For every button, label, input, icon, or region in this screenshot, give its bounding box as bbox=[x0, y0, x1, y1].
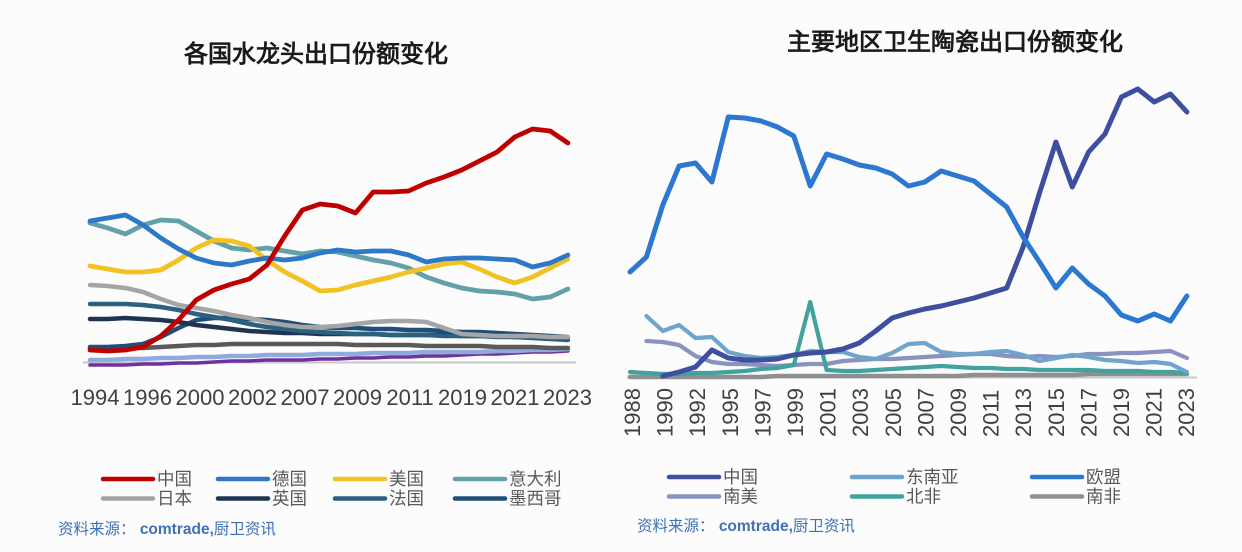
svg-text:中国: 中国 bbox=[157, 469, 192, 489]
svg-text:2000: 2000 bbox=[176, 385, 225, 410]
svg-text:南非: 南非 bbox=[1086, 487, 1121, 507]
svg-text:2011: 2011 bbox=[979, 390, 1004, 437]
svg-text:1988: 1988 bbox=[620, 388, 645, 437]
svg-text:南美: 南美 bbox=[723, 487, 758, 507]
svg-text:2002: 2002 bbox=[228, 385, 277, 410]
svg-text:1996: 1996 bbox=[123, 385, 172, 410]
svg-text:日本: 日本 bbox=[157, 489, 192, 509]
svg-text:2013: 2013 bbox=[1011, 388, 1036, 437]
svg-text:2009: 2009 bbox=[946, 388, 971, 437]
svg-text:法国: 法国 bbox=[389, 489, 424, 509]
svg-text:1995: 1995 bbox=[718, 388, 743, 437]
svg-text:资料来源： comtrade,厨卫资讯: 资料来源： comtrade,厨卫资讯 bbox=[58, 520, 276, 538]
svg-text:墨西哥: 墨西哥 bbox=[509, 489, 562, 509]
svg-text:1994: 1994 bbox=[71, 385, 120, 410]
svg-text:2001: 2001 bbox=[816, 388, 841, 437]
svg-text:2019: 2019 bbox=[1109, 388, 1134, 437]
svg-text:2007: 2007 bbox=[281, 385, 330, 410]
svg-text:意大利: 意大利 bbox=[509, 469, 562, 489]
svg-text:2021: 2021 bbox=[1142, 388, 1167, 437]
svg-text:1990: 1990 bbox=[653, 388, 678, 437]
svg-text:2019: 2019 bbox=[438, 385, 487, 410]
svg-text:资料来源： comtrade,厨卫资讯: 资料来源： comtrade,厨卫资讯 bbox=[637, 517, 855, 535]
svg-text:1997: 1997 bbox=[750, 388, 775, 437]
svg-text:欧盟: 欧盟 bbox=[1086, 467, 1121, 487]
svg-text:1992: 1992 bbox=[685, 388, 710, 437]
svg-text:东南亚: 东南亚 bbox=[906, 467, 959, 487]
svg-text:中国: 中国 bbox=[723, 467, 758, 487]
svg-text:北非: 北非 bbox=[906, 487, 941, 507]
svg-text:2007: 2007 bbox=[913, 388, 938, 437]
svg-text:2023: 2023 bbox=[1174, 388, 1199, 437]
svg-text:2017: 2017 bbox=[1076, 388, 1101, 437]
svg-text:主要地区卫生陶瓷出口份额变化: 主要地区卫生陶瓷出口份额变化 bbox=[787, 28, 1123, 56]
svg-text:2009: 2009 bbox=[333, 385, 382, 410]
svg-text:2021: 2021 bbox=[491, 385, 540, 410]
svg-text:2003: 2003 bbox=[848, 388, 873, 437]
svg-text:2011: 2011 bbox=[386, 385, 433, 410]
svg-text:2015: 2015 bbox=[1044, 388, 1069, 437]
svg-text:2023: 2023 bbox=[543, 385, 592, 410]
svg-text:德国: 德国 bbox=[272, 469, 307, 489]
svg-text:1999: 1999 bbox=[783, 388, 808, 437]
svg-text:各国水龙头出口份额变化: 各国水龙头出口份额变化 bbox=[183, 40, 448, 68]
svg-text:2005: 2005 bbox=[881, 388, 906, 437]
svg-text:美国: 美国 bbox=[389, 469, 424, 489]
svg-text:英国: 英国 bbox=[272, 489, 307, 509]
